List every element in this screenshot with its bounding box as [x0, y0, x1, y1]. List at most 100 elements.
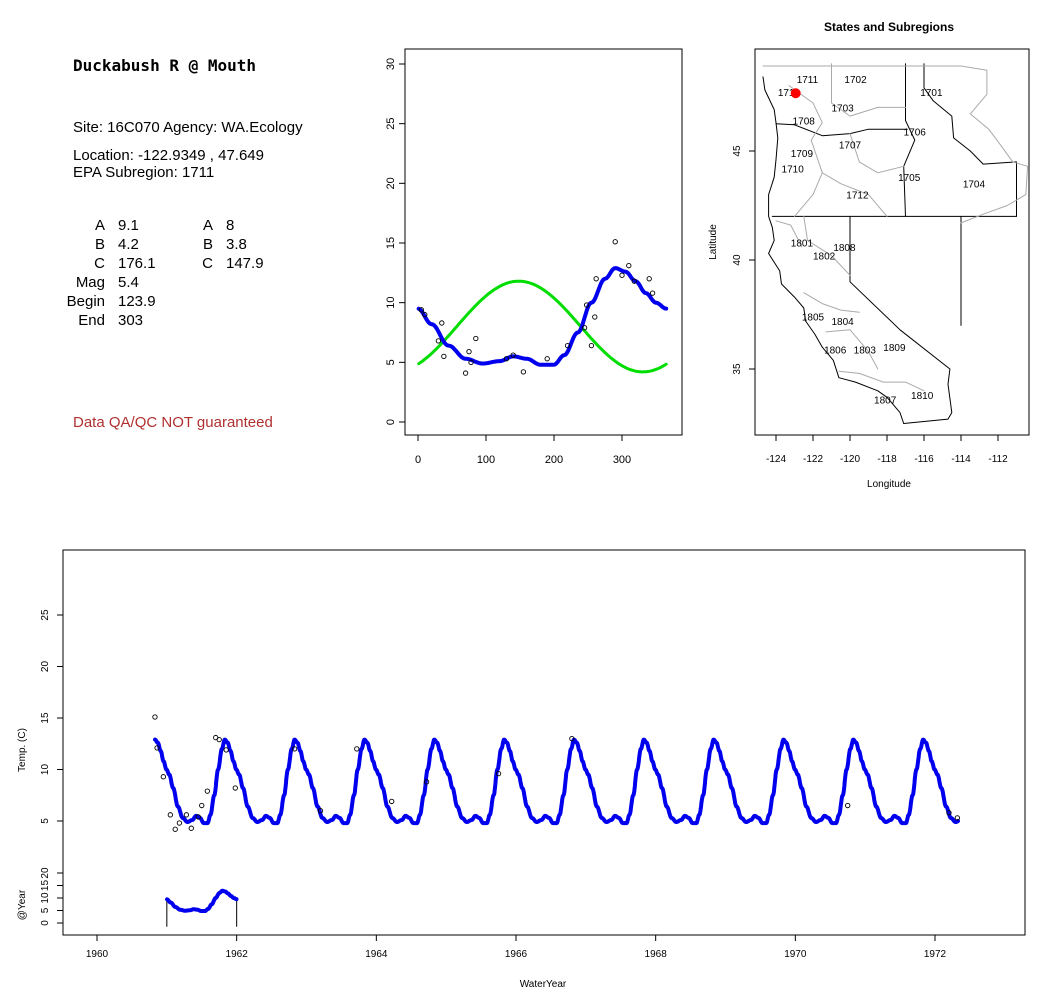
- inset-y-tick-label: 15: [40, 880, 51, 892]
- data-point: [612, 239, 618, 245]
- x-tick-label: 0: [415, 454, 421, 466]
- region-label: 1810: [911, 391, 934, 402]
- y-tick-label: 0: [385, 419, 397, 425]
- subregion-line: EPA Subregion: 1711: [73, 164, 215, 181]
- x-tick-label: 300: [613, 454, 631, 466]
- data-point: [583, 302, 590, 308]
- data-point: [592, 314, 598, 320]
- map-frame: [754, 48, 1030, 436]
- subregion-boundary: [803, 292, 860, 313]
- subregion-boundary: [803, 215, 851, 276]
- map-x-tick-label: -116: [914, 454, 934, 465]
- ts-data-point: [167, 812, 173, 818]
- region-label: 1710: [778, 88, 801, 99]
- region-label: 1704: [963, 180, 986, 191]
- ts-data-point: [152, 714, 158, 720]
- region-label: 1808: [833, 243, 856, 254]
- ts-y-tick-label: 5: [40, 818, 51, 824]
- subregion-boundary: [831, 63, 906, 117]
- wa-or-border: [775, 123, 908, 137]
- region-label: 1706: [904, 127, 927, 138]
- map-title: States and Subregions: [824, 20, 954, 34]
- region-label: 1805: [802, 313, 825, 324]
- data-point: [441, 353, 447, 360]
- ts-data-point: [195, 814, 201, 820]
- map-x-tick-label: -122: [803, 454, 823, 465]
- param-value: 303: [118, 312, 144, 329]
- ts-data-point: [354, 746, 360, 752]
- timeseries-frame: [62, 549, 1026, 936]
- ca-nv-border: [849, 215, 953, 424]
- region-label: 1807: [874, 396, 897, 407]
- ts-x-tick-label: 1968: [645, 949, 668, 960]
- region-label: 1802: [813, 252, 836, 263]
- ts-x-tick-label: 1972: [924, 949, 947, 960]
- region-outer-edge: [762, 65, 1029, 224]
- region-label: 1710: [782, 164, 805, 175]
- ts-data-point: [423, 779, 430, 785]
- region-label: 1707: [839, 140, 862, 151]
- ts-data-point: [199, 802, 205, 809]
- x-tick-label: 200: [545, 454, 563, 466]
- param-label: B: [202, 236, 213, 253]
- subregion-boundary: [821, 172, 888, 217]
- data-point: [631, 278, 637, 284]
- region-label: 1701: [920, 88, 943, 99]
- region-label: 1703: [831, 103, 854, 114]
- ts-x-axis-label: WaterYear: [520, 979, 567, 990]
- region-label: 1712: [846, 191, 869, 202]
- region-label: 1801: [791, 239, 814, 250]
- data-point: [435, 338, 442, 344]
- subregion-boundary: [794, 139, 823, 217]
- ts-data-point: [188, 825, 194, 831]
- ts-data-point: [216, 736, 222, 743]
- data-point: [581, 325, 588, 331]
- qa-disclaimer: Data QA/QC NOT guaranteed: [73, 414, 273, 431]
- ts-y-tick-label: 10: [40, 764, 51, 776]
- site-line: Site: 16C070 Agency: WA.Ecology: [73, 119, 303, 136]
- ts-data-point: [317, 808, 324, 814]
- timeseries-fit-line: [153, 737, 960, 826]
- region-label: 1709: [791, 149, 814, 160]
- data-point: [503, 356, 510, 362]
- param-label: Begin: [66, 293, 105, 310]
- data-point: [646, 276, 652, 282]
- id-mt-border: [923, 63, 1017, 217]
- subregion-boundary: [825, 329, 879, 370]
- ts-data-point: [291, 746, 298, 752]
- location-line: Location: -122.9349 , 47.649: [73, 147, 264, 164]
- data-point: [422, 311, 428, 318]
- inset-y-axis-label: @Year: [17, 889, 28, 920]
- inset-y-tick-label: 5: [40, 907, 51, 913]
- param-label: End: [78, 312, 105, 329]
- inset-y-tick-label: 20: [40, 867, 51, 879]
- ts-data-point: [160, 774, 166, 780]
- data-point: [588, 342, 595, 349]
- map-x-tick-label: -112: [988, 454, 1008, 465]
- inset-fit-line: [165, 888, 239, 913]
- param-value: 123.9: [118, 293, 156, 310]
- ts-data-point: [172, 826, 178, 832]
- data-point: [462, 370, 469, 376]
- map-x-tick-label: -114: [951, 454, 971, 465]
- param-value: 5.4: [118, 274, 139, 291]
- region-label: 1806: [824, 345, 847, 356]
- data-point: [593, 276, 599, 282]
- subregion-boundary: [775, 220, 803, 248]
- ts-data-point: [946, 810, 952, 816]
- data-point: [466, 348, 472, 355]
- ts-x-tick-label: 1960: [86, 949, 109, 960]
- data-point: [619, 272, 625, 278]
- ts-y-tick-label: 15: [40, 712, 51, 724]
- data-point: [520, 369, 527, 375]
- ts-data-point: [176, 820, 183, 826]
- seasonal-plot-frame: [404, 48, 683, 436]
- ts-x-tick-label: 1962: [226, 949, 249, 960]
- param-value: 147.9: [226, 255, 264, 272]
- data-point: [626, 263, 632, 269]
- ts-data-point: [954, 815, 960, 821]
- region-label: 1804: [831, 317, 854, 328]
- ts-data-point: [845, 802, 851, 809]
- param-value: 9.1: [118, 217, 139, 234]
- data-point: [473, 335, 479, 342]
